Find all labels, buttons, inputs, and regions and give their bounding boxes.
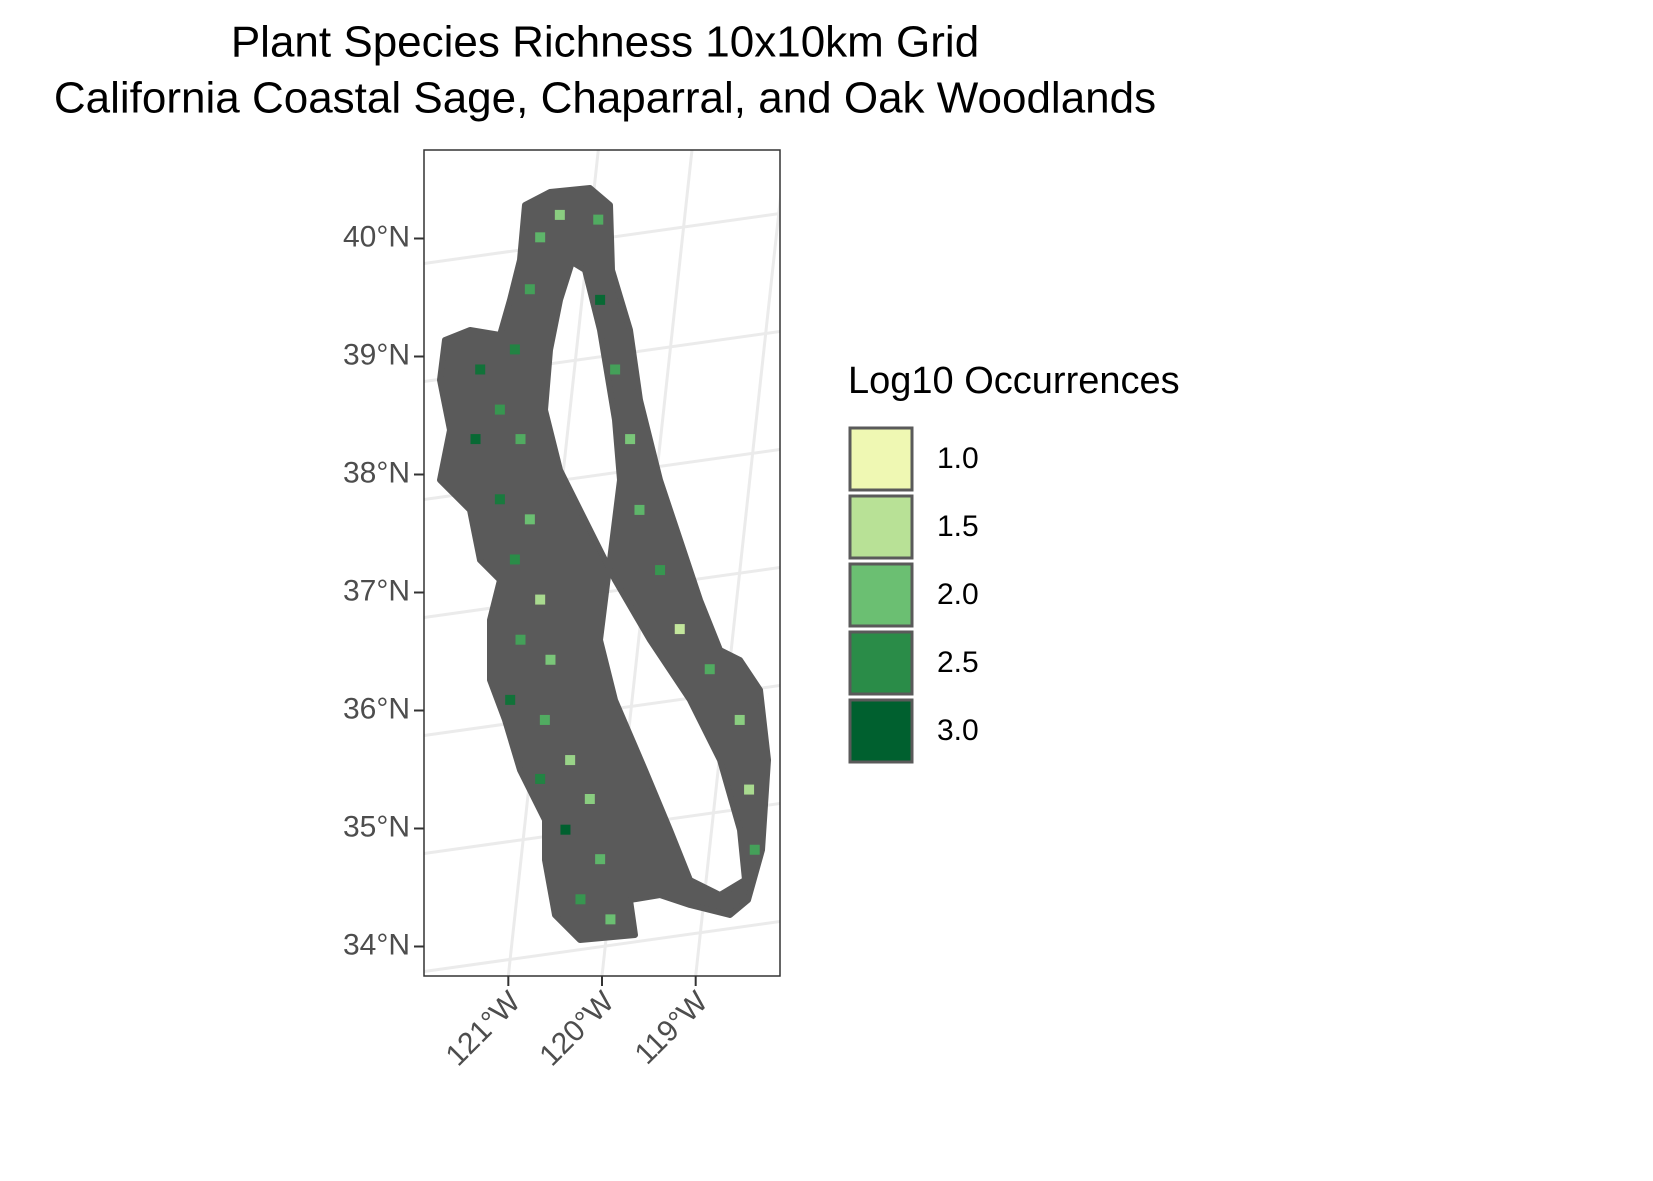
grid-cell [744,784,755,795]
grid-cell [734,714,745,725]
grid-cell [575,894,586,905]
grid-cell [535,232,546,243]
grid-cell [494,494,505,505]
legend-key [848,562,914,628]
legend-key [848,630,914,696]
grid-cell [515,434,526,445]
y-tick-label: 37°N [343,574,410,607]
grid-cell [494,404,505,415]
y-tick-label: 39°N [343,338,410,371]
grid-cell [605,914,616,925]
grid-line [694,188,780,976]
grid-cell [524,284,535,295]
grid-cell [509,554,520,565]
grid-cell [475,364,486,375]
y-tick-label: 40°N [343,220,410,253]
grid-cell [595,854,606,865]
grid-cell [509,344,520,355]
grid-cell [634,504,645,515]
grid-cell [515,634,526,645]
legend-key [848,494,914,560]
y-tick-label: 38°N [343,456,410,489]
y-tick-label: 35°N [343,810,410,843]
legend-title: Log10 Occurrences [848,360,1180,402]
grid-cell [565,755,576,766]
chart-title: Plant Species Richness 10x10km Grid [231,18,979,67]
grid-line [424,920,780,973]
legend-label: 1.5 [937,510,979,543]
grid-cell [610,364,621,375]
grid-cell [593,214,604,225]
y-tick-label: 34°N [343,928,410,961]
chart-subtitle: California Coastal Sage, Chaparral, and … [54,74,1156,123]
grid-cell [560,824,571,835]
y-tick-label: 36°N [343,692,410,725]
grid-cell [535,594,546,605]
grid-cell [595,294,606,305]
legend-label: 2.5 [937,646,979,679]
grid-cell [674,624,685,635]
legend-label: 1.0 [937,442,979,475]
grid-cell [584,794,595,804]
region-outline [437,185,771,943]
grid-cell [505,694,516,705]
grid-cell [625,434,636,445]
cells [470,209,760,925]
grid-cell [535,773,546,784]
legend-key [848,698,914,764]
legend-label: 3.0 [937,714,979,747]
grid-cell [539,714,550,725]
legend: Log10 Occurrences 1.0 1.5 2.0 2.5 3.0 [848,360,1180,764]
grid-cell [704,664,715,675]
grid-cell [554,209,565,220]
grid-cell [655,565,666,576]
grid-cell [470,434,481,445]
legend-label: 2.0 [937,578,979,611]
grid-cell [524,514,535,525]
grid-cell [749,844,760,855]
legend-key [848,426,914,492]
grid-cell [545,654,556,665]
